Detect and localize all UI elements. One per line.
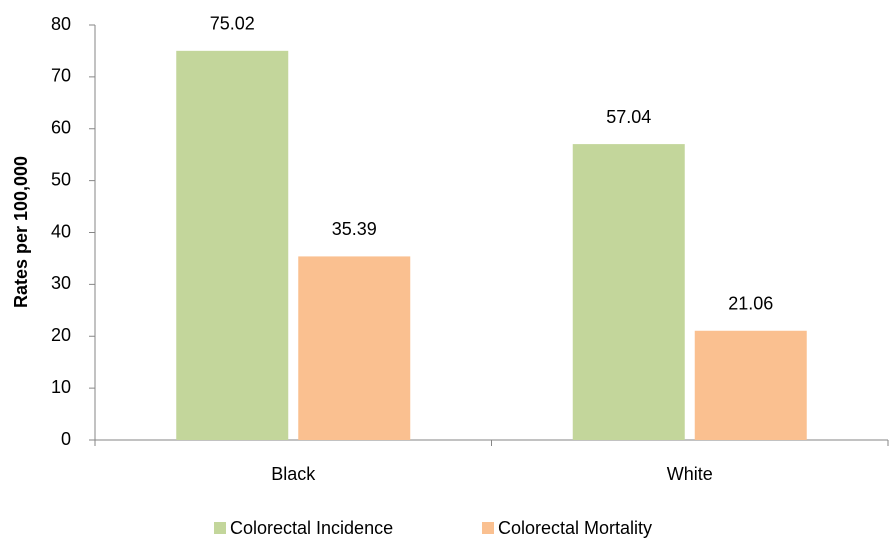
y-tick-label: 40 [51, 221, 71, 241]
data-label: 35.39 [332, 219, 377, 239]
y-tick-label: 60 [51, 118, 71, 138]
bar [694, 330, 807, 440]
y-tick-label: 20 [51, 325, 71, 345]
legend-swatch [482, 522, 494, 534]
y-axis-title: Rates per 100,000 [11, 156, 31, 308]
bar [298, 256, 411, 440]
data-label: 57.04 [606, 107, 651, 127]
bar [176, 50, 289, 441]
data-label: 75.02 [210, 14, 255, 34]
y-tick-label: 70 [51, 66, 71, 86]
legend-swatch [214, 522, 226, 534]
y-tick-label: 30 [51, 273, 71, 293]
y-tick-label: 80 [51, 14, 71, 34]
y-tick-label: 10 [51, 377, 71, 397]
data-label: 21.06 [728, 294, 773, 314]
x-tick-label: White [667, 464, 713, 484]
bar [572, 144, 685, 441]
y-tick-label: 0 [61, 429, 71, 449]
y-tick-label: 50 [51, 169, 71, 189]
legend-label: Colorectal Mortality [498, 518, 652, 538]
legend-label: Colorectal Incidence [230, 518, 393, 538]
x-tick-label: Black [271, 464, 316, 484]
